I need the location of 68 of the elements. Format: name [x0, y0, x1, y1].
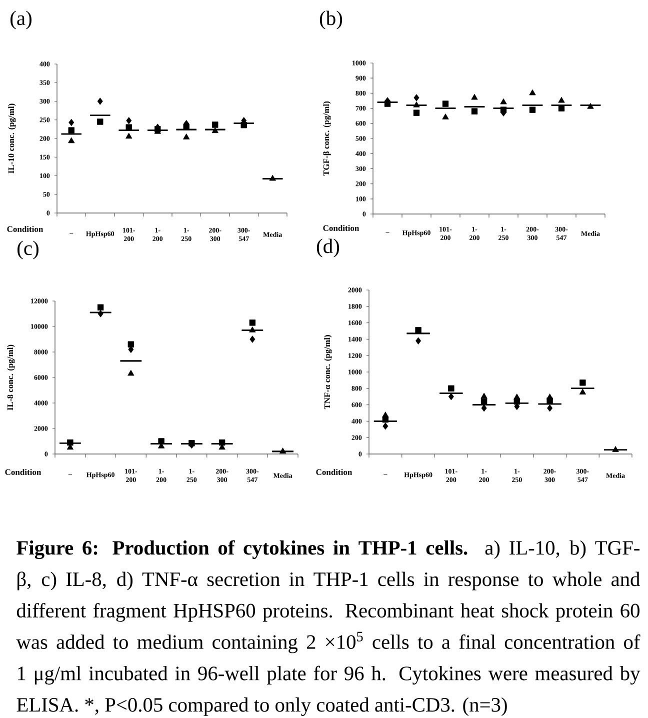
point [587, 102, 594, 109]
point [547, 404, 553, 412]
point [579, 388, 586, 394]
point [384, 100, 391, 107]
point [413, 101, 420, 108]
x-axis-title: Condition [323, 225, 360, 231]
point [250, 336, 256, 343]
point [97, 98, 103, 105]
point [529, 106, 536, 113]
point [218, 439, 226, 446]
point [500, 98, 507, 104]
point [382, 412, 389, 418]
point [471, 94, 478, 100]
point [188, 440, 195, 446]
point [212, 122, 218, 128]
point [480, 398, 488, 405]
point [448, 385, 454, 392]
point [68, 137, 75, 144]
chart-title: (b) [320, 10, 342, 30]
point [269, 174, 276, 181]
y-axis-title: IL-10 conc. (pg/ml) [8, 104, 16, 174]
text: Figure 6: Production of cytokines in THP-1 cells. a) IL-10, b) TGF-β, c) IL-8, d) TNF-α secretion in THP-1 cells in response to whole and different fragment HpHSP60 proteins. Recombinant heat shock protein 60 was added to medium containing 2 ×10$^{5}$ cells to a final concentration of 1 μg/ml incubated in 96-well plate for 96 h. Cytokines were measured by ELISA. *, P<0.05 compared to only coated anti-CD3. (n=3) [16, 540, 640, 716]
point [448, 393, 454, 400]
point [500, 106, 507, 113]
point [126, 117, 132, 124]
point [413, 110, 420, 116]
point [126, 124, 132, 130]
y-axis-title: IL-8 conc. (pg/ml) [7, 344, 15, 410]
point [249, 326, 256, 332]
point [546, 394, 554, 400]
point [68, 118, 74, 126]
point [249, 320, 256, 326]
point [183, 134, 190, 140]
point [98, 310, 104, 318]
point [128, 341, 134, 348]
point [442, 100, 449, 107]
point [68, 127, 74, 134]
point [128, 370, 134, 376]
point [382, 422, 388, 430]
point [97, 118, 104, 125]
x-axis-title: Condition [316, 469, 352, 475]
y-axis-title: TGF-β conc. (pg/ml) [323, 101, 331, 176]
point [240, 122, 247, 128]
chart-title: (a) [10, 10, 32, 30]
point [183, 124, 190, 130]
point [126, 132, 132, 139]
point [529, 89, 536, 96]
point [279, 448, 286, 454]
point [382, 416, 389, 423]
x-axis-title: Condition [7, 226, 44, 232]
chart-title: (d) [316, 238, 340, 258]
point [442, 114, 449, 120]
point [212, 127, 218, 134]
point [580, 380, 586, 386]
point [97, 304, 104, 310]
point [414, 94, 420, 102]
point [415, 327, 422, 334]
point [471, 108, 478, 114]
point [558, 96, 565, 103]
point [558, 105, 565, 112]
point [514, 394, 520, 400]
chart-title: (c) [18, 240, 38, 260]
point [612, 446, 619, 452]
point [416, 337, 422, 344]
point [480, 392, 488, 399]
point [67, 439, 74, 446]
x-axis-title: Condition [5, 469, 42, 475]
y-axis-title: TNF-α conc. (pg/ml) [324, 335, 332, 410]
